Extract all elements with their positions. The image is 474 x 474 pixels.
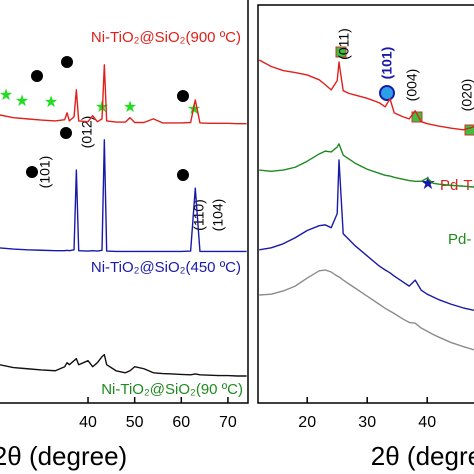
ni-marker bbox=[60, 127, 72, 139]
ni-marker bbox=[26, 166, 38, 178]
right-frame bbox=[257, 4, 474, 404]
phase-markers bbox=[26, 56, 189, 181]
square-marker bbox=[335, 46, 347, 58]
hkl-label: (004) bbox=[404, 69, 420, 102]
series-line bbox=[0, 353, 247, 377]
x-tick-label: 20 bbox=[298, 414, 316, 431]
series-label: Pd- bbox=[448, 231, 471, 248]
x-tick-label: 40 bbox=[418, 414, 436, 431]
series-line bbox=[0, 64, 247, 125]
ni-marker bbox=[177, 90, 189, 102]
square-marker bbox=[464, 124, 474, 136]
ni-marker bbox=[61, 56, 73, 68]
hkl-label: (101) bbox=[379, 47, 395, 80]
series-line bbox=[259, 269, 474, 351]
hkl-label: (104) bbox=[210, 199, 226, 232]
star: ★ bbox=[15, 93, 29, 110]
series-line bbox=[0, 139, 247, 253]
star: ★ bbox=[420, 173, 436, 193]
x-tick-label: 70 bbox=[219, 414, 237, 431]
series-line bbox=[259, 143, 474, 188]
x-tick-label: 40 bbox=[79, 414, 97, 431]
star: ★ bbox=[44, 94, 58, 111]
ni-marker bbox=[177, 169, 189, 181]
hkl-label: (020) bbox=[459, 79, 474, 112]
x-tick-label: 60 bbox=[172, 414, 190, 431]
hkl-label: (012) bbox=[79, 116, 95, 149]
x-axis-label: 2θ (degree) bbox=[371, 441, 474, 471]
left-frame bbox=[0, 0, 249, 404]
hkl-label: (011) bbox=[336, 28, 352, 60]
series-label: Ni-TiO₂@SiO₂(900 ºC) bbox=[91, 29, 241, 46]
right-markers: ★ bbox=[335, 46, 474, 193]
ni-marker bbox=[31, 70, 43, 82]
x-tick-label: 30 bbox=[358, 414, 376, 431]
hkl-label: (110) bbox=[191, 199, 207, 231]
series-label: Ni-TiO₂@SiO₂(90 ºC) bbox=[101, 381, 243, 398]
series-label: Ni-TiO₂@SiO₂(450 ºC) bbox=[91, 259, 241, 276]
series-line bbox=[259, 159, 474, 311]
series-line bbox=[258, 59, 474, 131]
square-marker bbox=[411, 111, 423, 123]
hkl-label: (101) bbox=[37, 156, 53, 189]
x-axis-label: 2θ (degree) bbox=[0, 441, 127, 471]
x-tick-label: 50 bbox=[126, 414, 144, 431]
circle-marker bbox=[379, 85, 395, 101]
star: ★ bbox=[123, 99, 137, 116]
star: ★ bbox=[0, 87, 13, 104]
